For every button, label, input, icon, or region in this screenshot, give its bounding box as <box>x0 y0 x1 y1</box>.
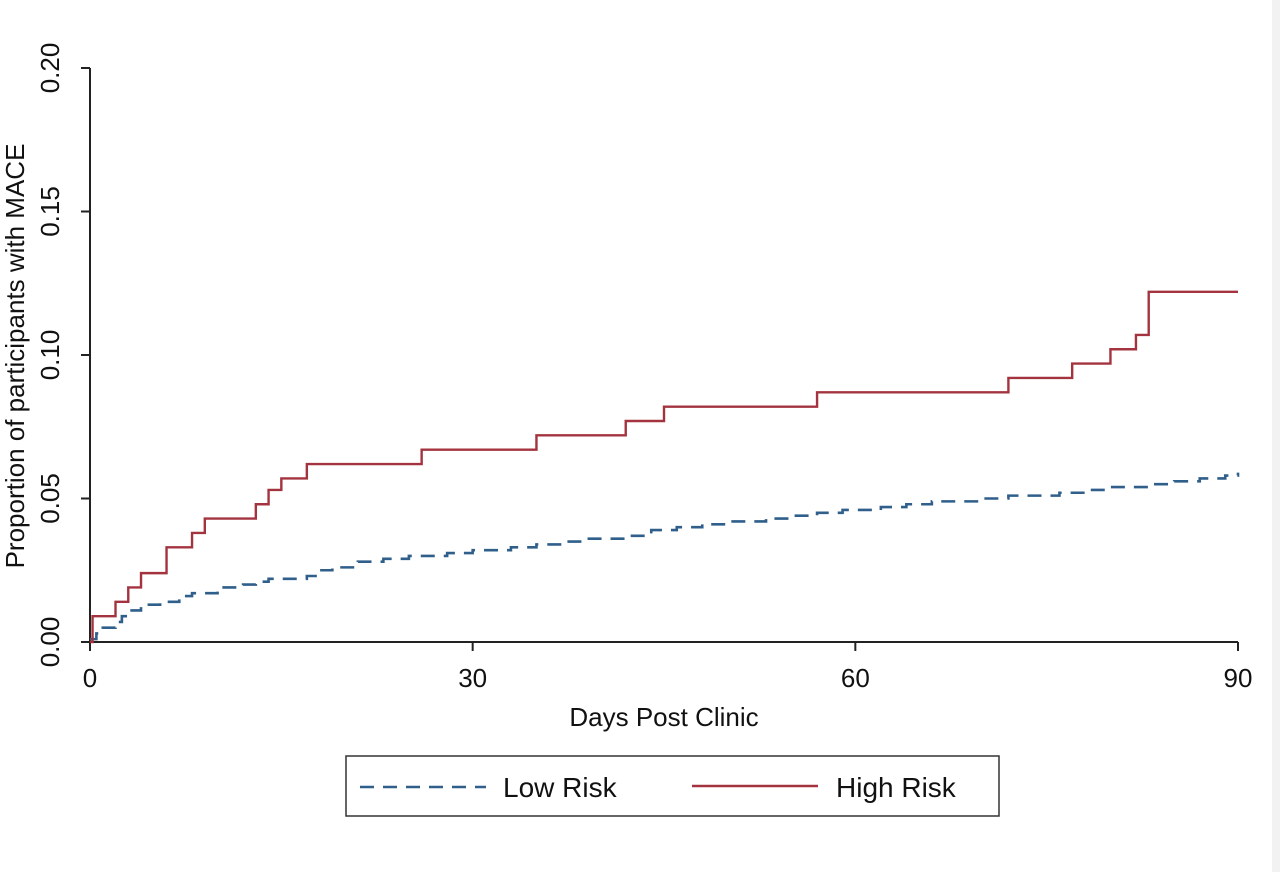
series-line-high-risk <box>90 290 1238 644</box>
y-axis-title: Proportion of participants with MACE <box>0 144 30 569</box>
series-line-low-risk <box>90 472 1240 641</box>
y-ticks: 0.00 0.05 0.10 0.15 0.20 <box>35 43 90 668</box>
y-tick-label: 0.10 <box>35 330 65 381</box>
legend: Low Risk High Risk <box>345 755 1000 817</box>
x-tick-label: 30 <box>458 663 487 693</box>
y-tick-label: 0.05 <box>35 473 65 524</box>
axes: 0.00 0.05 0.10 0.15 0.20 0 30 60 90 <box>35 43 1252 693</box>
x-ticks: 0 30 60 90 <box>83 642 1253 693</box>
x-tick-label: 60 <box>841 663 870 693</box>
y-tick-label: 0.15 <box>35 186 65 237</box>
legend-label-low-risk: Low Risk <box>503 772 618 803</box>
x-tick-label: 90 <box>1224 663 1253 693</box>
x-axis-title: Days Post Clinic <box>569 702 758 732</box>
y-tick-label: 0.20 <box>35 43 65 94</box>
series-layer <box>90 290 1240 644</box>
x-tick-label: 0 <box>83 663 97 693</box>
y-tick-label: 0.00 <box>35 617 65 668</box>
window-edge <box>1272 0 1280 872</box>
legend-label-high-risk: High Risk <box>836 772 957 803</box>
